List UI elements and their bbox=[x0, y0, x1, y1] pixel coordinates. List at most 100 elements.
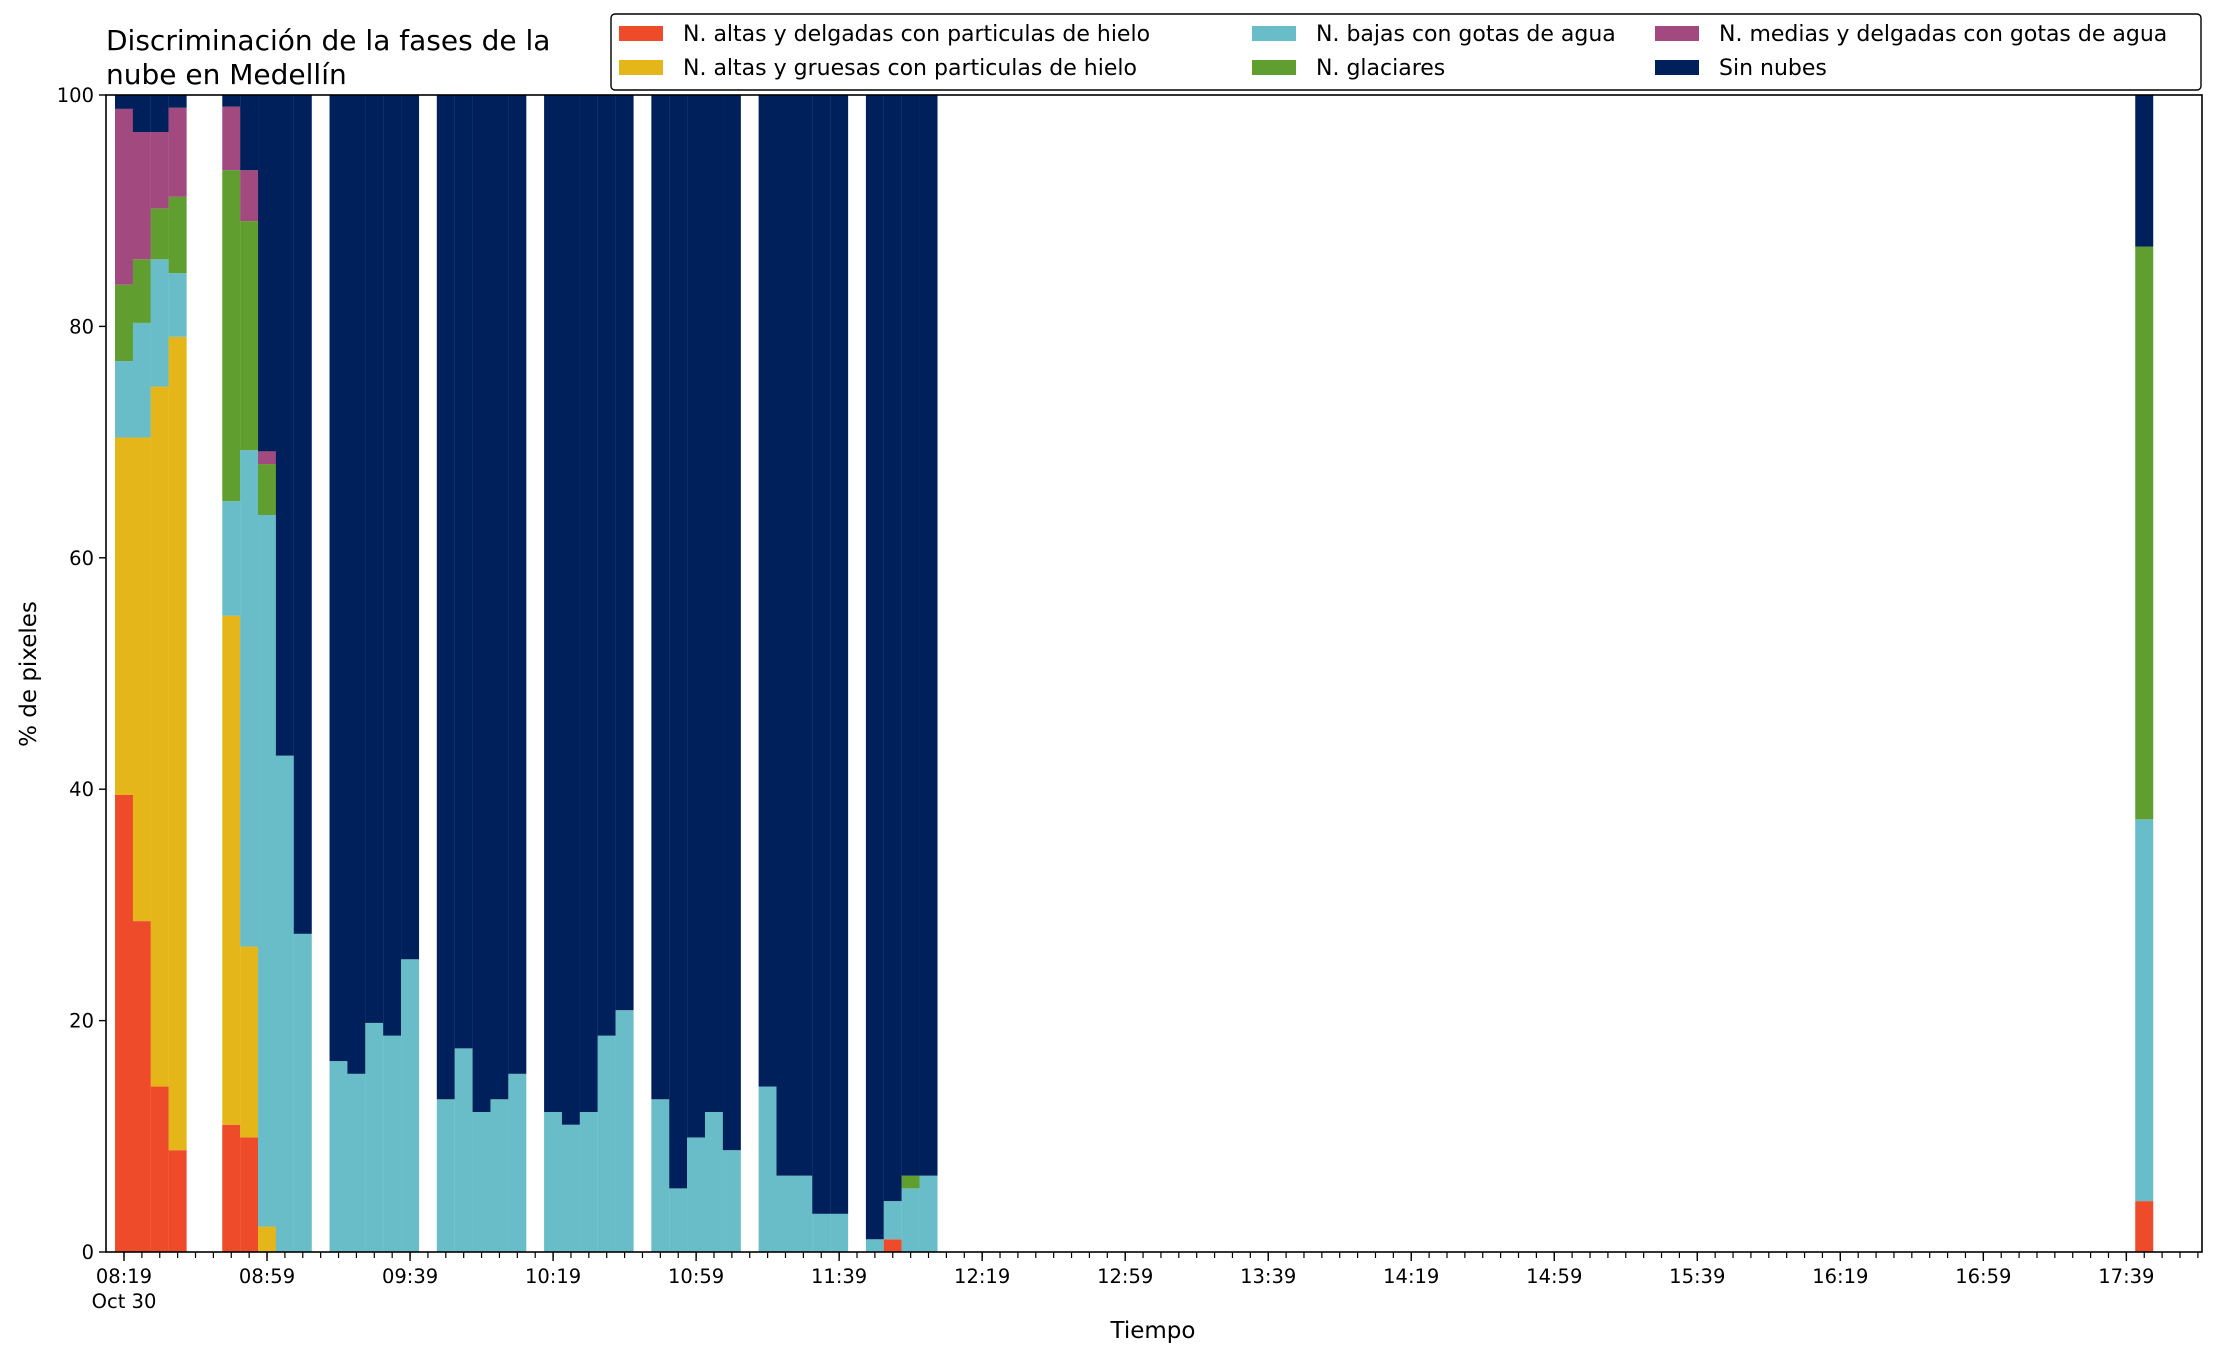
bar-segment bbox=[758, 95, 777, 1087]
bar-segment bbox=[115, 284, 133, 362]
y-tick-label: 60 bbox=[69, 547, 94, 570]
bar-segment bbox=[758, 1086, 777, 1252]
bar-stack bbox=[490, 95, 509, 1252]
bar-segment bbox=[115, 95, 133, 109]
bar-stack bbox=[168, 95, 187, 1252]
bar-segment bbox=[2135, 95, 2154, 247]
bar-segment bbox=[883, 1239, 902, 1252]
chart-title-line-2: nube en Medellín bbox=[106, 58, 347, 91]
y-tick-label: 40 bbox=[69, 778, 94, 801]
bar-segment bbox=[347, 1073, 366, 1252]
bar-segment bbox=[240, 946, 259, 1138]
bar-segment bbox=[794, 1175, 813, 1252]
bar-stack bbox=[347, 95, 366, 1252]
bar-segment bbox=[687, 1137, 706, 1252]
bar-segment bbox=[901, 1175, 920, 1189]
x-tick-label: 16:59 bbox=[1955, 1265, 2011, 1288]
bar-stack bbox=[579, 95, 598, 1252]
legend-swatch bbox=[1252, 60, 1296, 75]
bar-segment bbox=[383, 95, 402, 1036]
bar-segment bbox=[919, 1175, 938, 1252]
legend-label: N. medias y delgadas con gotas de agua bbox=[1719, 22, 2167, 47]
bar-segment bbox=[115, 437, 133, 795]
bar-segment bbox=[240, 221, 259, 451]
bar-stack bbox=[115, 95, 133, 1252]
bar-segment bbox=[508, 1073, 527, 1252]
bar-stack bbox=[383, 95, 402, 1252]
bar-segment bbox=[258, 514, 277, 1227]
bar-segment bbox=[722, 1150, 741, 1252]
bar-segment bbox=[240, 95, 259, 171]
bar-segment bbox=[258, 451, 277, 465]
bar-segment bbox=[561, 1124, 580, 1252]
bar-stack bbox=[687, 95, 706, 1252]
bars-layer bbox=[115, 95, 2154, 1252]
bar-segment bbox=[168, 273, 187, 337]
bar-segment bbox=[883, 1201, 902, 1240]
bar-segment bbox=[597, 95, 616, 1036]
y-tick-label: 100 bbox=[57, 84, 94, 107]
bar-segment bbox=[365, 95, 384, 1023]
bar-stack bbox=[472, 95, 491, 1252]
bar-stack bbox=[812, 95, 831, 1252]
bar-stack bbox=[615, 95, 634, 1252]
bar-segment bbox=[401, 959, 420, 1252]
bar-segment bbox=[132, 437, 151, 922]
bar-segment bbox=[579, 1112, 598, 1252]
x-tick-label: 10:19 bbox=[525, 1265, 581, 1288]
bar-segment bbox=[132, 322, 151, 438]
bar-segment bbox=[329, 1061, 348, 1252]
bar-segment bbox=[168, 196, 187, 274]
bar-segment bbox=[132, 132, 151, 260]
bar-stack bbox=[704, 95, 723, 1252]
bar-segment bbox=[687, 95, 706, 1138]
bar-segment bbox=[222, 501, 241, 616]
legend-item: N. altas y gruesas con particulas de hie… bbox=[619, 56, 1137, 81]
chart-title: Discriminación de la fases de la nube en… bbox=[106, 24, 550, 91]
bar-segment bbox=[150, 386, 169, 1087]
chart-title-line-1: Discriminación de la fases de la bbox=[106, 24, 550, 57]
legend-item: Sin nubes bbox=[1655, 56, 1827, 81]
bar-segment bbox=[222, 615, 241, 1125]
x-tick-label: 12:19 bbox=[954, 1265, 1010, 1288]
bar-stack bbox=[669, 95, 688, 1252]
bar-segment bbox=[579, 95, 598, 1112]
bar-stack bbox=[293, 95, 312, 1252]
bar-stack bbox=[544, 95, 563, 1252]
bar-segment bbox=[2135, 1201, 2154, 1252]
bar-stack bbox=[132, 95, 151, 1252]
bar-segment bbox=[115, 108, 133, 285]
legend-item: N. altas y delgadas con particulas de hi… bbox=[619, 22, 1150, 47]
bar-segment bbox=[258, 1226, 277, 1252]
bar-stack bbox=[561, 95, 580, 1252]
bar-segment bbox=[508, 95, 527, 1074]
x-tick-date-label: Oct 30 bbox=[92, 1290, 157, 1313]
bar-segment bbox=[901, 95, 920, 1176]
bar-segment bbox=[293, 933, 312, 1252]
bar-segment bbox=[651, 1099, 670, 1252]
bar-segment bbox=[865, 1239, 884, 1252]
bar-segment bbox=[615, 1010, 634, 1252]
bar-segment bbox=[222, 1124, 241, 1252]
bar-segment bbox=[150, 259, 169, 387]
bar-segment bbox=[794, 95, 813, 1176]
bar-segment bbox=[830, 1213, 849, 1252]
bar-segment bbox=[132, 259, 151, 323]
legend: N. altas y delgadas con particulas de hi… bbox=[610, 13, 2202, 91]
legend-swatch bbox=[1655, 60, 1699, 75]
bar-segment bbox=[615, 95, 634, 1011]
bar-segment bbox=[722, 95, 741, 1151]
bar-segment bbox=[401, 95, 420, 960]
bar-stack bbox=[454, 95, 473, 1252]
bar-segment bbox=[812, 95, 831, 1214]
plot-frame bbox=[105, 94, 2203, 1253]
bar-segment bbox=[365, 1022, 384, 1252]
bar-stack bbox=[258, 95, 277, 1252]
x-tick-label: 16:19 bbox=[1812, 1265, 1868, 1288]
bar-segment bbox=[436, 95, 455, 1100]
bar-stack bbox=[919, 95, 938, 1252]
legend-label: N. altas y delgadas con particulas de hi… bbox=[683, 22, 1150, 47]
bar-segment bbox=[597, 1035, 616, 1252]
bar-segment bbox=[454, 1048, 473, 1252]
bar-segment bbox=[919, 95, 938, 1176]
